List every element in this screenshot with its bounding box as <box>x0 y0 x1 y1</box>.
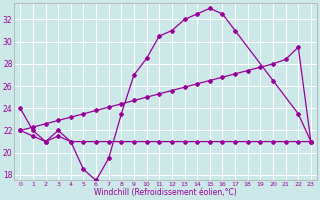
X-axis label: Windchill (Refroidissement éolien,°C): Windchill (Refroidissement éolien,°C) <box>94 188 237 197</box>
